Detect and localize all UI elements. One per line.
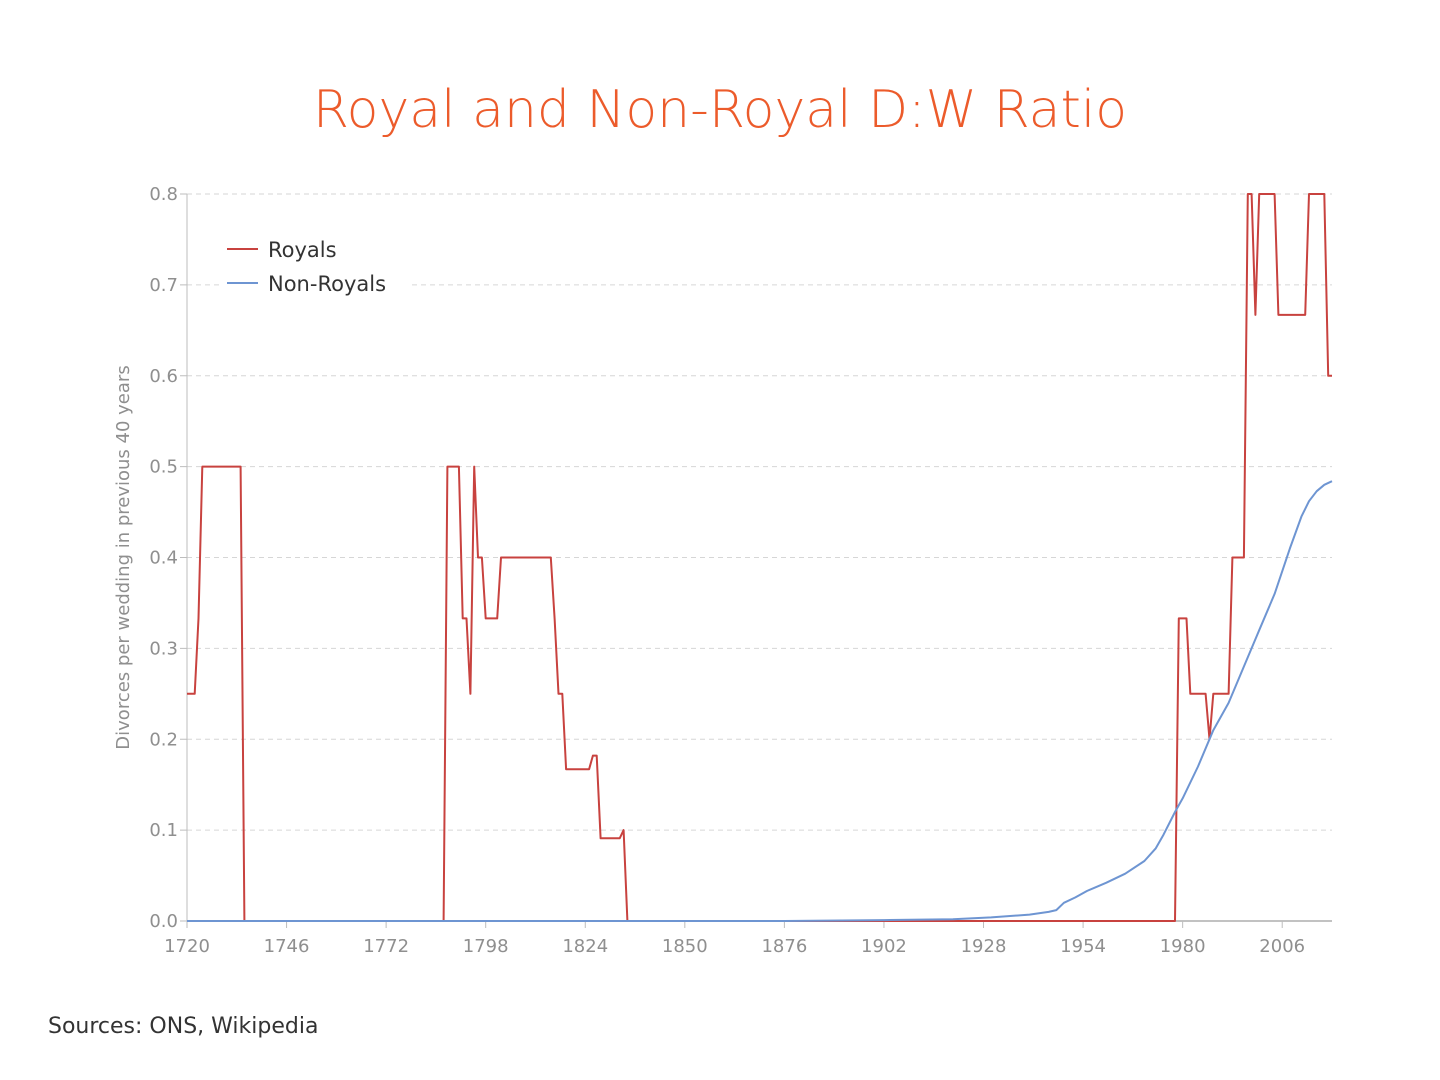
x-tick-label: 1928 [961, 936, 1007, 957]
chart-title: Royal and Non-Royal D:W Ratio [312, 80, 1128, 140]
y-tick-label: 0.0 [149, 911, 178, 932]
series-line-non-royals [187, 480, 1333, 922]
x-tick-label: 1902 [861, 936, 907, 957]
x-tick-label: 1772 [363, 936, 409, 957]
x-tick-label: 1824 [562, 936, 608, 957]
y-tick-label: 0.2 [149, 729, 178, 750]
legend-label: Non-Royals [268, 272, 386, 296]
gridlines [187, 193, 1332, 831]
y-tick-label: 0.5 [149, 457, 178, 478]
x-tick-label: 1954 [1060, 936, 1106, 957]
y-tick-label: 0.4 [149, 548, 178, 569]
legend-background [222, 232, 408, 302]
x-tick-label: 1798 [463, 936, 509, 957]
x-tick-label: 2006 [1259, 936, 1305, 957]
y-tick-label: 0.3 [149, 638, 178, 659]
y-axis-title: Divorces per wedding in previous 40 year… [113, 365, 134, 749]
legend-label: Royals [268, 238, 337, 262]
legend: Royals Non-Royals [222, 232, 408, 302]
x-tick-label: 1746 [264, 936, 310, 957]
x-tick-label: 1720 [164, 936, 210, 957]
x-tick-label: 1876 [761, 936, 807, 957]
y-tick-label: 0.8 [149, 184, 178, 205]
x-tick-label: 1980 [1160, 936, 1206, 957]
series-lines [187, 193, 1333, 922]
x-tick-label: 1850 [662, 936, 708, 957]
y-tick-label: 0.6 [149, 366, 178, 387]
series-line-royals [187, 193, 1332, 922]
y-tick-label: 0.1 [149, 820, 178, 841]
y-tick-label: 0.7 [149, 275, 178, 296]
source-note: Sources: ONS, Wikipedia [48, 1014, 319, 1039]
